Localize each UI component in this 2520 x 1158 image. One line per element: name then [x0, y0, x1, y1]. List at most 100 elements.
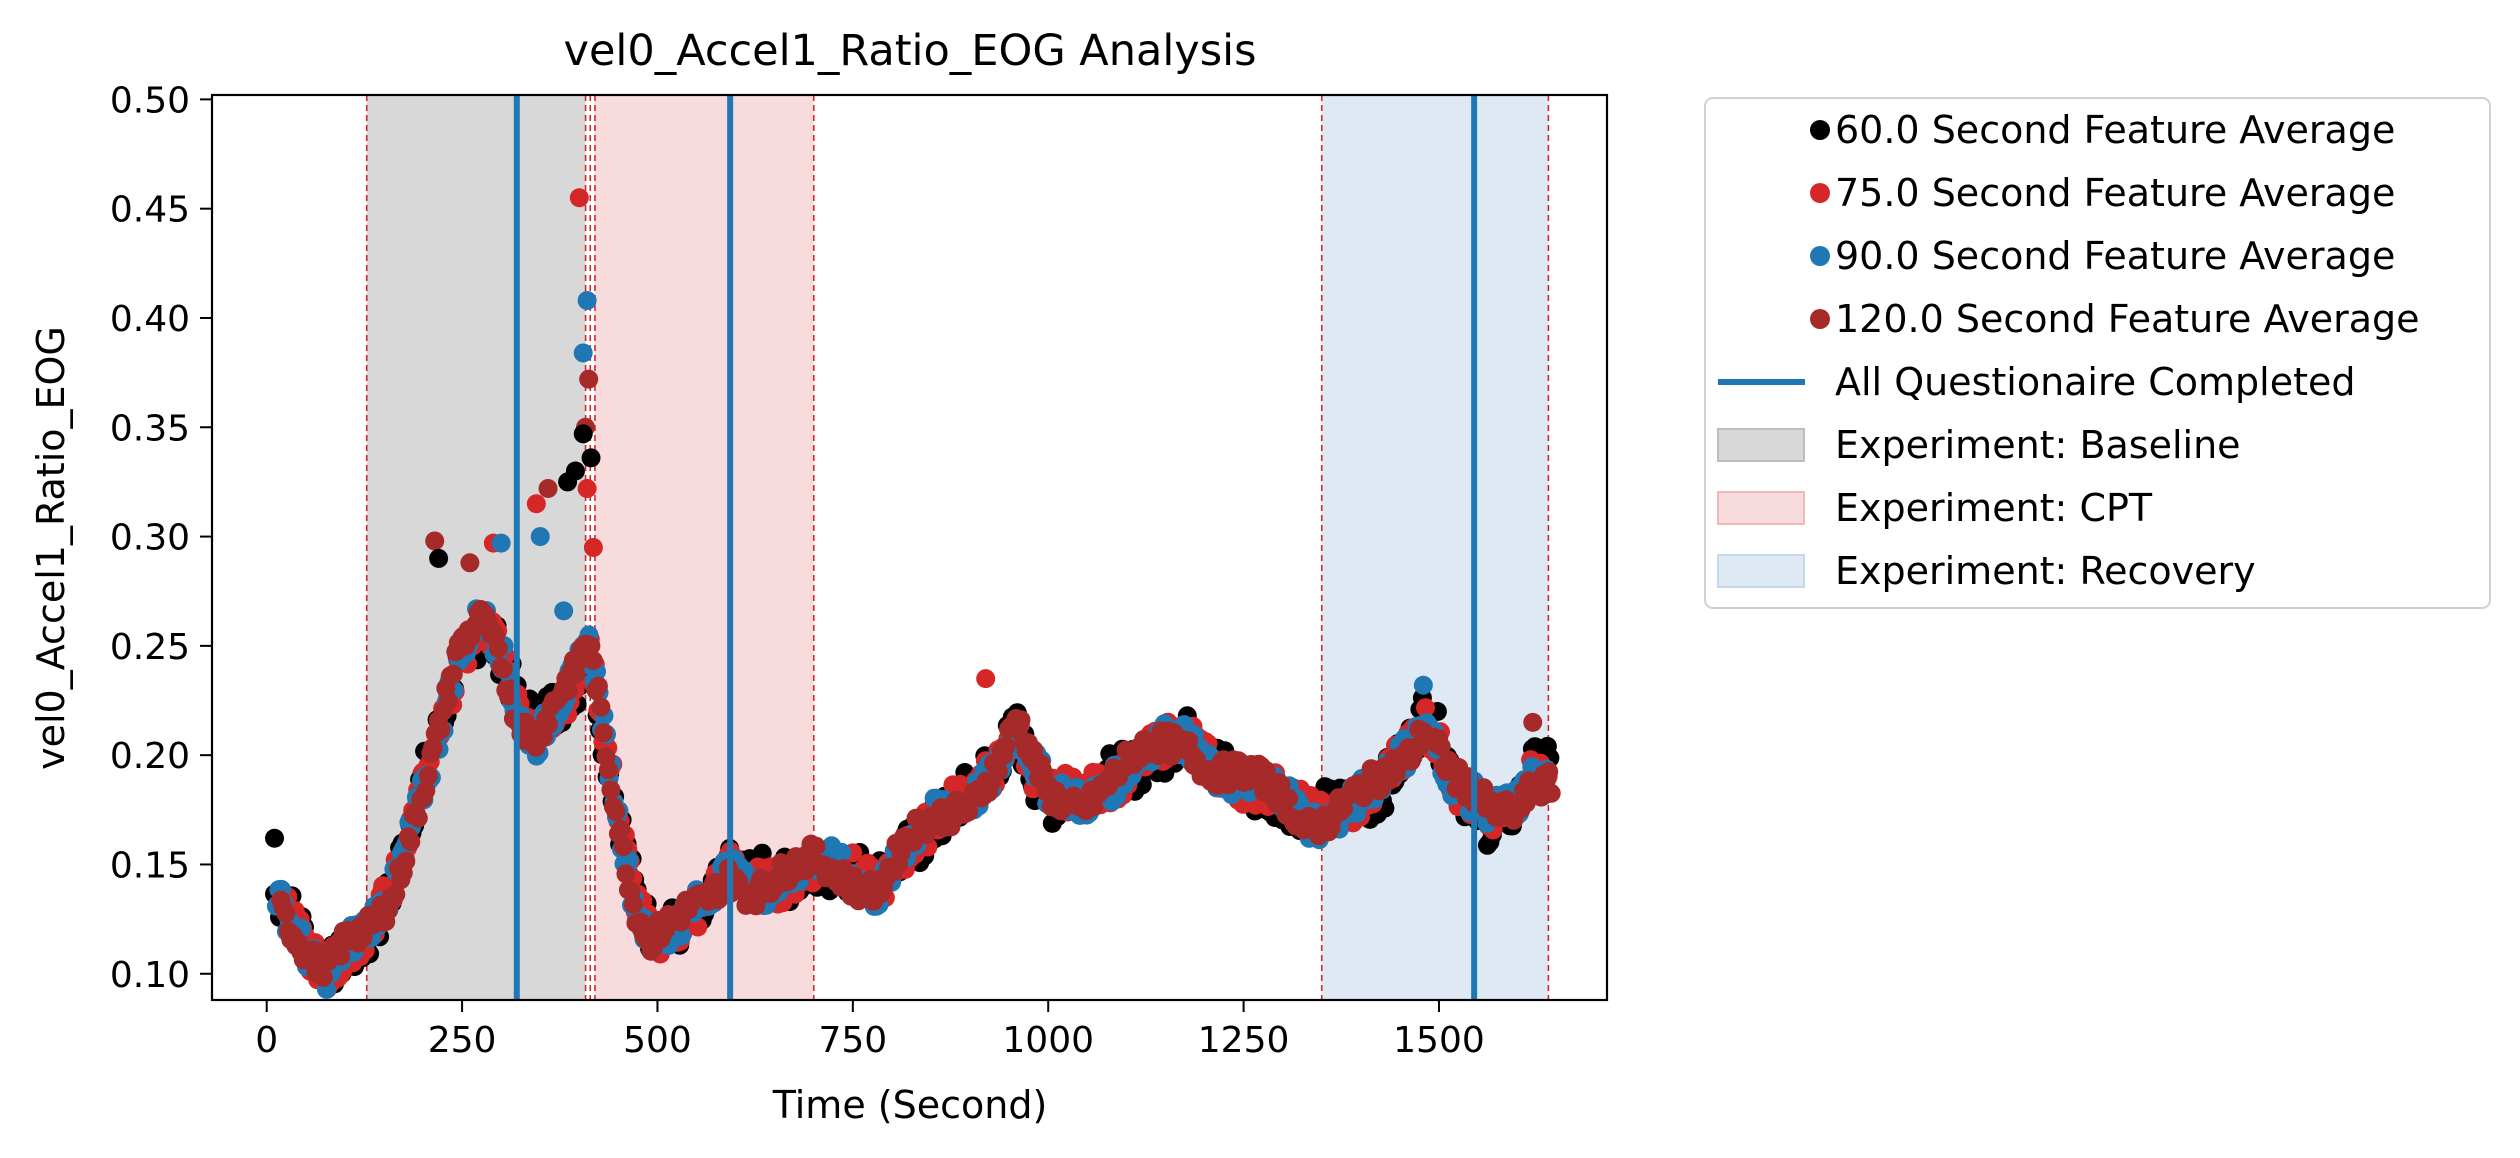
- y-tick-label: 0.45: [110, 190, 190, 231]
- point-outlier: [573, 343, 593, 363]
- questionnaire-lines: [513, 95, 1478, 1000]
- point-120s: [1539, 762, 1559, 782]
- plot-frame: [210, 93, 1609, 1002]
- legend-label-questionnaire: All Questionaire Completed: [1835, 360, 2356, 404]
- point-outlier: [429, 548, 449, 568]
- legend-label-cpt: Experiment: CPT: [1835, 486, 2153, 530]
- region-experiment--recovery: [1321, 95, 1549, 1000]
- legend-box: [1704, 97, 2491, 609]
- point-outlier: [569, 188, 589, 208]
- y-tick-label: 0.25: [110, 627, 190, 668]
- point-outlier: [577, 290, 597, 310]
- point-outlier: [554, 601, 574, 621]
- legend-marker-120s: [1810, 309, 1830, 329]
- point-outlier: [577, 478, 597, 498]
- point-120s: [606, 802, 626, 822]
- point-outlier: [583, 538, 603, 557]
- point-120s: [583, 651, 603, 670]
- legend-patch-recovery: [1717, 554, 1805, 588]
- point-outlier: [491, 533, 511, 553]
- y-tick-label: 0.35: [110, 408, 190, 449]
- point-120s: [1011, 710, 1031, 730]
- point-outlier: [526, 494, 546, 514]
- point-120s: [386, 884, 406, 904]
- y-axis-label: vel0_Accel1_Ratio_EOG: [29, 326, 73, 770]
- x-tick-label: 250: [428, 1020, 497, 1061]
- y-tick-label: 0.40: [110, 299, 190, 340]
- point-90s: [672, 926, 691, 946]
- point-outlier: [573, 424, 593, 444]
- point-120s: [396, 851, 416, 871]
- point-120s: [313, 967, 333, 987]
- point-120s: [1256, 761, 1276, 780]
- point-outlier: [425, 531, 445, 551]
- x-axis-label: Time (Second): [772, 1083, 1048, 1127]
- point-outlier: [558, 472, 578, 492]
- point-120s: [438, 691, 458, 711]
- legend-label-90s: 90.0 Second Feature Average: [1835, 234, 2395, 278]
- legend-marker-75s: [1810, 183, 1830, 203]
- point-120s: [418, 766, 438, 786]
- legend-label-120s: 120.0 Second Feature Average: [1835, 297, 2420, 341]
- x-tick-label: 1500: [1393, 1020, 1485, 1061]
- point-120s: [493, 659, 513, 679]
- point-outlier: [976, 669, 996, 689]
- point-120s: [443, 664, 463, 684]
- point-120s: [593, 723, 613, 743]
- point-120s: [538, 715, 558, 735]
- point-outlier: [538, 478, 558, 498]
- experiment-regions: [366, 95, 1549, 1000]
- y-axis: 0.10 0.15 0.20 0.25 0.30 0.35 0.40 0.45 0.50: [110, 80, 212, 996]
- point-120s: [423, 738, 443, 758]
- point-120s: [1541, 783, 1561, 803]
- point-120s: [806, 836, 826, 856]
- x-tick-label: 500: [623, 1020, 692, 1061]
- point-75s: [688, 917, 708, 937]
- point-outlier: [460, 553, 480, 573]
- legend: 60.0 Second Feature Average 75.0 Second …: [1704, 97, 2491, 609]
- legend-label-recovery: Experiment: Recovery: [1835, 549, 2256, 593]
- point-120s: [996, 736, 1016, 756]
- point-120s: [1024, 740, 1043, 760]
- point-120s: [613, 837, 633, 856]
- legend-patch-baseline: [1717, 428, 1805, 462]
- y-tick-label: 0.10: [110, 955, 190, 996]
- point-120s: [616, 864, 636, 884]
- point-120s: [623, 894, 643, 914]
- point-outlier: [1523, 712, 1543, 732]
- point-outlier: [579, 369, 599, 389]
- point-120s: [331, 946, 351, 966]
- point-120s: [431, 720, 451, 740]
- point-120s: [591, 697, 611, 717]
- legend-label-60s: 60.0 Second Feature Average: [1835, 108, 2395, 152]
- legend-label-75s: 75.0 Second Feature Average: [1835, 171, 2395, 215]
- x-tick-label: 1250: [1198, 1020, 1290, 1061]
- legend-patch-cpt: [1717, 491, 1805, 525]
- y-tick-label: 0.20: [110, 736, 190, 777]
- point-120s: [558, 681, 578, 701]
- y-tick-label: 0.50: [110, 80, 190, 121]
- point-120s: [416, 781, 436, 801]
- point-120s: [588, 676, 608, 696]
- point-outlier: [581, 448, 601, 468]
- scatter-points: [265, 188, 1561, 999]
- x-axis: 0 250 500 750 1000 1250 1500: [255, 1000, 1485, 1061]
- point-120s: [1279, 788, 1299, 808]
- point-120s: [408, 808, 428, 828]
- y-tick-label: 0.30: [110, 518, 190, 559]
- point-120s: [601, 780, 621, 800]
- point-outlier: [1413, 675, 1433, 695]
- legend-label-baseline: Experiment: Baseline: [1835, 423, 2241, 467]
- x-tick-label: 1000: [1002, 1020, 1094, 1061]
- point-120s: [276, 903, 296, 923]
- point-120s: [581, 636, 601, 656]
- point-75s: [1416, 698, 1435, 718]
- point-120s: [598, 760, 618, 780]
- point-90s: [832, 842, 852, 862]
- point-120s: [488, 638, 508, 658]
- legend-marker-90s: [1810, 246, 1830, 266]
- point-120s: [989, 761, 1008, 781]
- x-tick-label: 0: [255, 1020, 278, 1061]
- point-outlier: [265, 828, 285, 848]
- chart-title: vel0_Accel1_Ratio_EOG Analysis: [564, 26, 1257, 76]
